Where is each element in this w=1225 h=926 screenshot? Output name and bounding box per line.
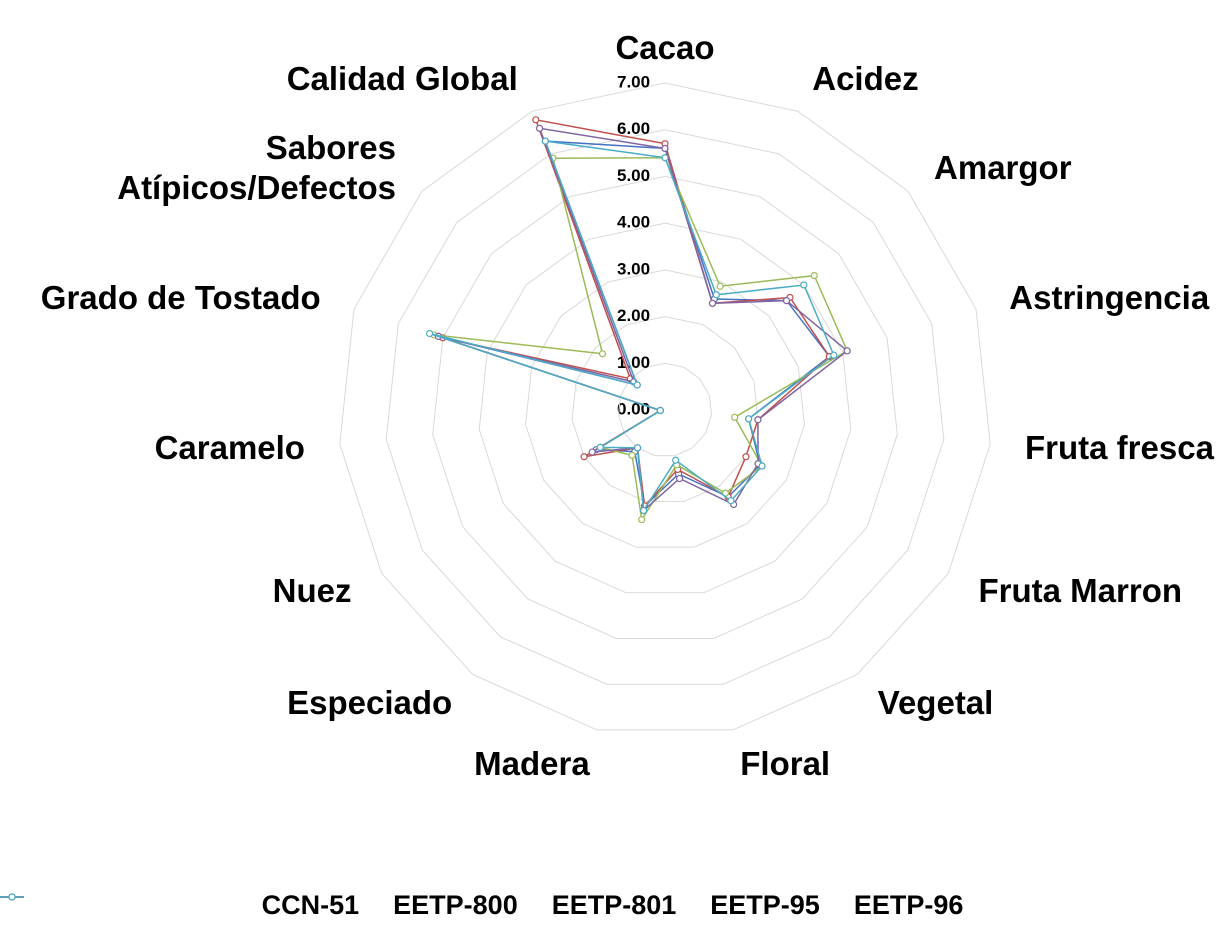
marker bbox=[716, 282, 724, 290]
marker bbox=[640, 506, 648, 515]
category-label: Sabores Atípicos/Defectos bbox=[117, 128, 396, 206]
marker bbox=[661, 154, 669, 162]
legend-item: EETP-800 bbox=[0, 890, 518, 921]
marker bbox=[633, 444, 642, 452]
grid-ring bbox=[339, 82, 991, 731]
marker bbox=[425, 329, 434, 338]
category-label: Grado de Tostado bbox=[40, 279, 321, 317]
grid-ring bbox=[571, 316, 759, 502]
legend-label: EETP-800 bbox=[393, 890, 518, 920]
legend-item: EETP-801 bbox=[0, 890, 677, 921]
marker bbox=[580, 453, 588, 461]
marker bbox=[532, 116, 540, 124]
marker bbox=[656, 406, 664, 415]
y-tick-label: 2.00 bbox=[617, 306, 650, 325]
legend-label: EETP-96 bbox=[853, 890, 964, 920]
marker bbox=[535, 124, 544, 132]
legend-label: EETP-95 bbox=[710, 890, 820, 920]
marker bbox=[754, 416, 762, 424]
marker bbox=[633, 381, 641, 389]
legend-item: CCN-51 bbox=[0, 890, 360, 921]
category-label: Calidad Global bbox=[286, 60, 518, 98]
legend: CCN-51 EETP-800 EETP-801 EETP-95 EETP-96 bbox=[0, 890, 1225, 921]
marker bbox=[628, 451, 636, 459]
marker bbox=[782, 296, 791, 305]
legend-item: EETP-95 bbox=[0, 890, 820, 921]
category-label: Especiado bbox=[287, 683, 453, 721]
marker bbox=[708, 299, 717, 307]
y-tick-label: 4.00 bbox=[617, 213, 650, 232]
series-line bbox=[438, 127, 849, 513]
grid-ring bbox=[617, 362, 713, 457]
marker bbox=[638, 516, 646, 524]
marker bbox=[742, 453, 750, 461]
marker bbox=[675, 474, 684, 483]
marker bbox=[541, 137, 549, 145]
category-label: Acidez bbox=[812, 60, 919, 98]
marker bbox=[758, 462, 766, 470]
marker bbox=[830, 351, 838, 359]
marker bbox=[672, 456, 680, 464]
marker bbox=[810, 271, 818, 280]
grid-ring bbox=[432, 175, 898, 639]
category-label: Vegetal bbox=[877, 683, 994, 721]
category-label: Nuez bbox=[272, 572, 352, 609]
category-label: Madera bbox=[474, 745, 590, 783]
y-tick-label: 5.00 bbox=[617, 166, 650, 185]
grid-ring bbox=[478, 222, 852, 594]
marker bbox=[588, 448, 596, 456]
category-label: Cacao bbox=[615, 29, 715, 66]
marker bbox=[843, 347, 851, 355]
legend-item: EETP-96 bbox=[0, 890, 964, 921]
series-line bbox=[429, 140, 835, 513]
category-label: Astringencia bbox=[1009, 279, 1210, 317]
marker bbox=[800, 281, 808, 289]
category-label: Fruta Marron bbox=[978, 572, 1183, 609]
legend-swatch bbox=[0, 893, 24, 901]
marker bbox=[731, 413, 739, 421]
y-tick-label: 7.00 bbox=[617, 72, 650, 91]
marker bbox=[661, 144, 669, 152]
marker bbox=[727, 497, 735, 505]
series-line bbox=[433, 156, 849, 522]
marker bbox=[745, 415, 753, 423]
category-label: Floral bbox=[740, 745, 831, 783]
marker bbox=[598, 350, 607, 358]
legend-marker bbox=[8, 893, 16, 901]
y-tick-label: 6.00 bbox=[617, 119, 650, 138]
marker bbox=[712, 291, 720, 299]
category-label: Fruta fresca bbox=[1025, 428, 1214, 466]
legend-label: EETP-801 bbox=[551, 890, 677, 920]
grid-ring bbox=[525, 269, 805, 548]
category-label: Amargor bbox=[934, 148, 1072, 186]
series-line bbox=[442, 118, 831, 508]
marker bbox=[596, 443, 604, 451]
category-label: Caramelo bbox=[154, 428, 305, 466]
legend-label: CCN-51 bbox=[261, 890, 360, 920]
grid-ring bbox=[385, 129, 945, 685]
y-tick-label: 3.00 bbox=[617, 259, 650, 278]
